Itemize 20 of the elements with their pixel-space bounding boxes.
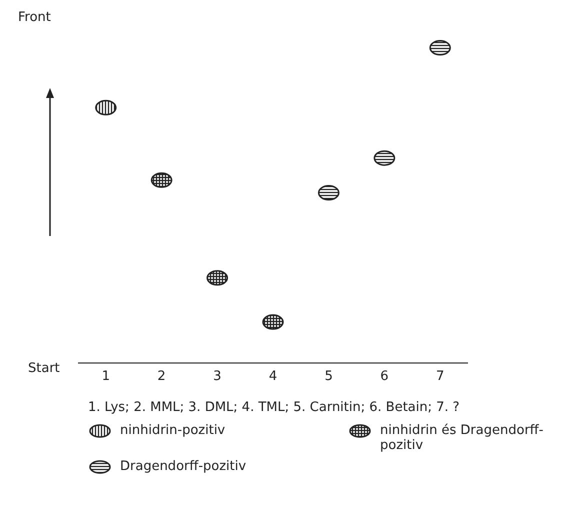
x-tick-label: 7 [436,369,444,384]
point [429,40,451,56]
x-tick-label: 1 [102,369,110,384]
point [374,150,396,166]
x-tick-label: 5 [324,369,333,384]
legend-label: ninhidrin és Dragendorff-pozitiv [380,423,544,453]
x-tick-label: 2 [157,369,166,384]
text: Start [28,361,60,376]
legend-label: ninhidrin-pozitiv [120,423,226,438]
text: 1. Lys; 2. MML; 3. DML; 4. TML; 5. Carnitin; 6. Betain; 7. ? [88,400,461,415]
legend-label: Dragendorff-pozitiv [120,459,246,474]
point [150,172,172,188]
point [95,100,117,116]
x-tick-label: 3 [213,369,222,384]
point [318,185,340,201]
point [206,270,228,286]
text: Front [18,10,51,25]
point [262,314,284,330]
x-tick-label: 4 [268,369,278,384]
x-tick-label: 6 [380,369,389,384]
